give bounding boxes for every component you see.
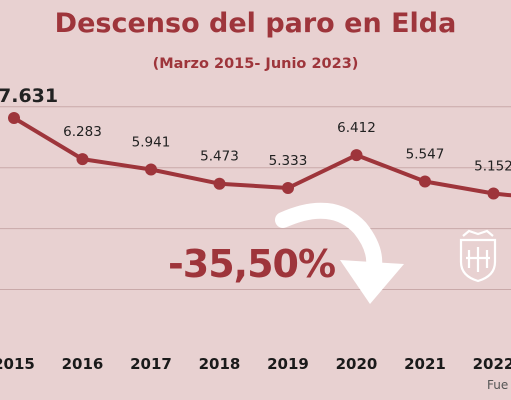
town-crest-logo-icon	[459, 229, 497, 283]
x-tick-label-2015: 2015	[0, 355, 35, 373]
data-label-2021: 5.547	[406, 147, 445, 163]
data-point-2019	[282, 182, 294, 194]
data-label-2018: 5.473	[200, 149, 239, 165]
grid-lines	[0, 106, 511, 290]
data-points	[8, 112, 500, 200]
data-point-2016	[76, 153, 89, 166]
data-label-2017: 5.941	[132, 135, 171, 151]
x-tick-label-2017: 2017	[130, 355, 172, 373]
percentage-change-annotation: -35,50%	[168, 242, 336, 286]
data-label-2022: 5.152	[474, 159, 511, 175]
data-label-2020: 6.412	[337, 120, 376, 136]
data-point-2015	[8, 112, 20, 124]
x-tick-label-2021: 2021	[404, 355, 446, 373]
x-axis-ticks: 201520162017201820192020202120222023	[0, 355, 511, 373]
chart-subtitle: (Marzo 2015- Junio 2023)	[152, 56, 359, 72]
data-point-2022	[487, 187, 500, 200]
data-point-2021	[419, 175, 431, 188]
data-point-2020	[350, 149, 363, 162]
chart-title: Descenso del paro en Elda	[54, 8, 457, 39]
curved-down-arrow-icon	[275, 202, 404, 304]
data-label-2019: 5.333	[269, 153, 308, 169]
x-tick-label-2016: 2016	[62, 355, 104, 373]
x-tick-label-2018: 2018	[199, 355, 241, 373]
data-label-2015: 7.631	[0, 85, 58, 107]
x-tick-label-2022: 2022	[473, 355, 511, 373]
x-tick-label-2020: 2020	[336, 355, 378, 373]
data-labels: 7.631 6.283 5.941 5.473 5.333 6.412 5.547 5.152	[0, 85, 511, 175]
source-label: Fue	[487, 378, 509, 392]
data-point-2018	[213, 177, 226, 190]
x-tick-label-2019: 2019	[267, 355, 309, 373]
data-label-2016: 6.283	[63, 124, 102, 140]
data-point-2017	[145, 163, 157, 176]
